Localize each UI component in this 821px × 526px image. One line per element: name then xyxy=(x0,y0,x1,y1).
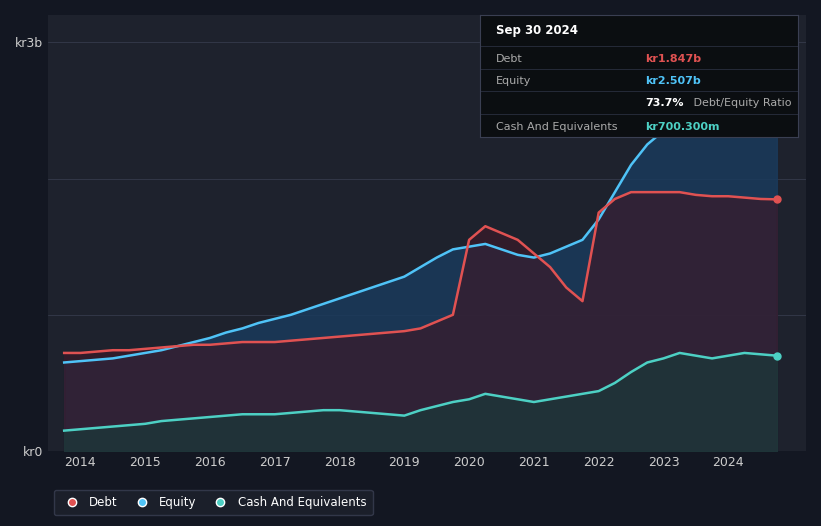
Text: Debt: Debt xyxy=(496,54,523,64)
Text: Debt/Equity Ratio: Debt/Equity Ratio xyxy=(690,98,791,108)
Text: Sep 30 2024: Sep 30 2024 xyxy=(496,24,578,36)
Text: kr700.300m: kr700.300m xyxy=(645,123,720,133)
Text: kr1.847b: kr1.847b xyxy=(645,54,702,64)
Text: Cash And Equivalents: Cash And Equivalents xyxy=(496,123,617,133)
Text: Equity: Equity xyxy=(496,76,531,86)
Text: kr2.507b: kr2.507b xyxy=(645,76,701,86)
Text: 73.7%: 73.7% xyxy=(645,98,684,108)
Legend: Debt, Equity, Cash And Equivalents: Debt, Equity, Cash And Equivalents xyxy=(54,490,373,515)
